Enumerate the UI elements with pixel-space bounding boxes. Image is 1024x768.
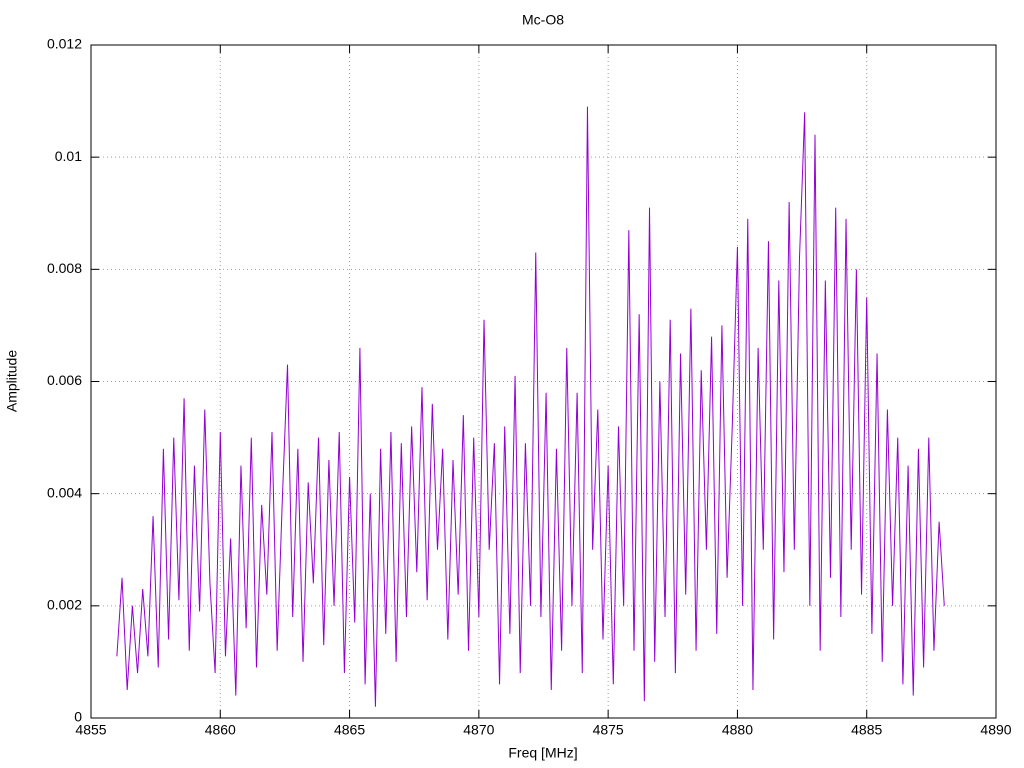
x-tick-label: 4885: [851, 722, 882, 738]
y-tick-label: 0.012: [47, 36, 82, 52]
x-tick-label: 4855: [75, 722, 106, 738]
data-line: [116, 106, 945, 707]
x-tick-label: 4875: [593, 722, 624, 738]
x-tick-label: 4890: [980, 722, 1011, 738]
chart-title: Mc-O8: [522, 12, 564, 28]
x-tick-label: 4865: [334, 722, 365, 738]
x-tick-label: 4870: [463, 722, 494, 738]
y-tick-label: 0.004: [47, 484, 82, 500]
y-tick-label: 0.006: [47, 372, 82, 388]
y-tick-label: 0.01: [55, 148, 82, 164]
plot-border: [90, 44, 997, 719]
y-tick-label: 0.002: [47, 597, 82, 613]
x-tick-label: 4880: [722, 722, 753, 738]
x-tick-label: 4860: [205, 722, 236, 738]
y-axis-label: Amplitude: [4, 350, 20, 412]
x-axis-label: Freq [MHz]: [508, 745, 577, 761]
y-tick-label: 0.008: [47, 260, 82, 276]
y-tick-label: 0: [74, 709, 82, 725]
